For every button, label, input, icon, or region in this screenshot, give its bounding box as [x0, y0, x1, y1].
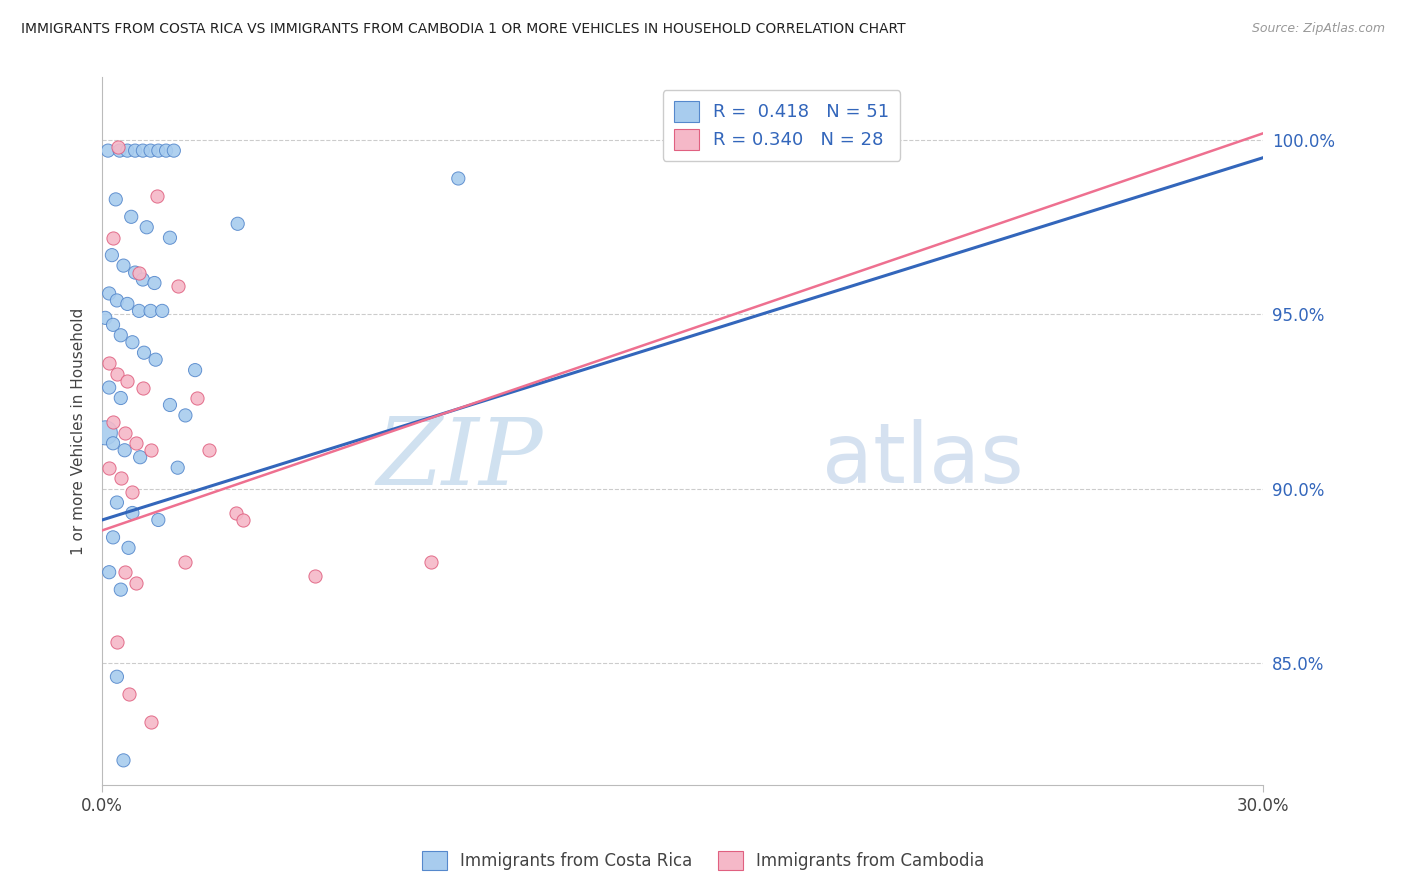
Point: [125, 575, 148, 590]
Point: [114, 425, 136, 440]
Point: [166, 279, 188, 293]
Point: [139, 144, 162, 158]
Legend: Immigrants from Costa Rica, Immigrants from Cambodia: Immigrants from Costa Rica, Immigrants f…: [415, 844, 991, 877]
Point: [143, 276, 166, 290]
Point: [101, 436, 124, 450]
Point: [121, 506, 143, 520]
Text: IMMIGRANTS FROM COSTA RICA VS IMMIGRANTS FROM CAMBODIA 1 OR MORE VEHICLES IN HOU: IMMIGRANTS FROM COSTA RICA VS IMMIGRANTS…: [21, 22, 905, 37]
Point: [110, 582, 132, 597]
Point: [139, 714, 162, 729]
Point: [101, 530, 124, 544]
Text: Source: ZipAtlas.com: Source: ZipAtlas.com: [1251, 22, 1385, 36]
Legend: R =  0.418   N = 51, R = 0.340   N = 28: R = 0.418 N = 51, R = 0.340 N = 28: [662, 90, 900, 161]
Point: [117, 144, 139, 158]
Point: [132, 144, 155, 158]
Point: [97, 144, 120, 158]
Point: [420, 555, 443, 569]
Point: [101, 416, 124, 430]
Point: [121, 485, 143, 500]
Point: [128, 266, 150, 280]
Point: [117, 687, 139, 701]
Point: [105, 635, 128, 649]
Point: [128, 304, 150, 318]
Point: [225, 506, 247, 520]
Point: [124, 266, 146, 280]
Point: [174, 409, 197, 423]
Point: [166, 460, 188, 475]
Point: [108, 144, 131, 158]
Point: [112, 753, 135, 767]
Point: [150, 304, 173, 318]
Text: atlas: atlas: [823, 419, 1024, 500]
Point: [104, 193, 127, 207]
Point: [197, 443, 219, 458]
Point: [98, 356, 121, 370]
Point: [132, 272, 155, 286]
Point: [117, 374, 139, 388]
Point: [101, 231, 124, 245]
Point: [117, 297, 139, 311]
Point: [105, 367, 128, 381]
Point: [232, 513, 254, 527]
Point: [114, 443, 136, 458]
Point: [125, 436, 148, 450]
Point: [107, 140, 129, 154]
Point: [132, 380, 155, 394]
Point: [98, 460, 121, 475]
Point: [184, 363, 207, 377]
Point: [174, 555, 197, 569]
Point: [105, 293, 128, 308]
Point: [159, 231, 181, 245]
Point: [94, 310, 117, 325]
Point: [145, 352, 167, 367]
Point: [94, 425, 117, 440]
Point: [110, 328, 132, 343]
Point: [139, 443, 162, 458]
Point: [135, 220, 157, 235]
Point: [304, 568, 326, 582]
Point: [186, 391, 208, 405]
Point: [132, 345, 155, 359]
Point: [163, 144, 186, 158]
Point: [114, 565, 136, 579]
Point: [98, 565, 121, 579]
Point: [110, 391, 132, 405]
Point: [148, 513, 170, 527]
Point: [148, 144, 170, 158]
Point: [146, 189, 169, 203]
Y-axis label: 1 or more Vehicles in Household: 1 or more Vehicles in Household: [72, 308, 86, 555]
Point: [124, 144, 146, 158]
Point: [101, 318, 124, 332]
Text: ZIP: ZIP: [377, 415, 544, 504]
Point: [447, 171, 470, 186]
Point: [110, 471, 132, 485]
Point: [226, 217, 249, 231]
Point: [121, 335, 143, 350]
Point: [105, 670, 128, 684]
Point: [98, 286, 121, 301]
Point: [120, 210, 142, 224]
Point: [117, 541, 139, 555]
Point: [105, 495, 128, 509]
Point: [139, 304, 162, 318]
Point: [101, 248, 124, 262]
Point: [112, 259, 135, 273]
Point: [159, 398, 181, 412]
Point: [98, 380, 121, 394]
Point: [155, 144, 177, 158]
Point: [129, 450, 152, 465]
